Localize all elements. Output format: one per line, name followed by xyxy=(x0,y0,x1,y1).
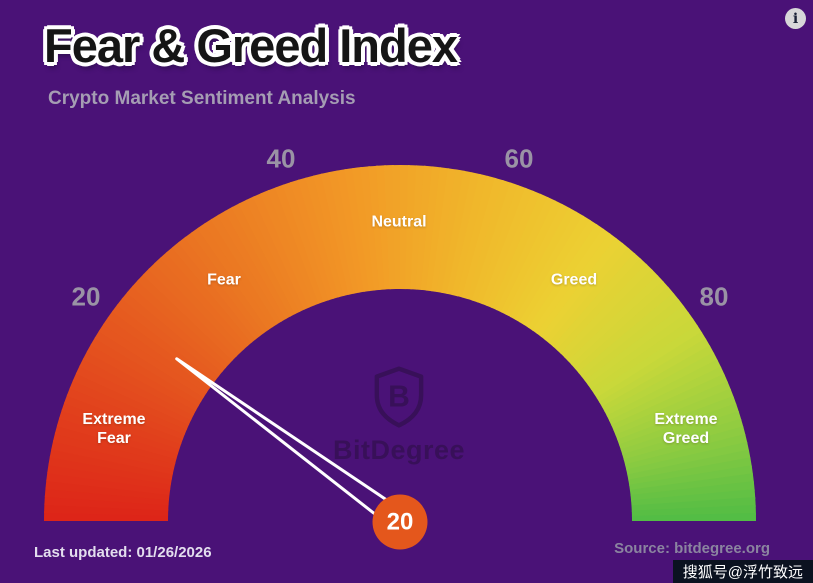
info-icon[interactable]: i xyxy=(785,8,806,29)
tick-label-20: 20 xyxy=(71,281,101,312)
segment-label-greed: Greed xyxy=(550,271,598,289)
page-title: Fear & Greed Index xyxy=(44,19,458,72)
tick-label-80: 80 xyxy=(699,281,729,312)
tick-label-40: 40 xyxy=(266,143,296,174)
sohu-watermark: 搜狐号@浮竹致远 xyxy=(672,560,813,583)
segment-label-extreme-fear: Extreme Fear xyxy=(82,410,146,447)
gauge-value-badge: 20 xyxy=(372,494,428,550)
bitdegree-shield-icon: B xyxy=(374,366,424,428)
bitdegree-logo: B BitDegree xyxy=(333,366,465,466)
last-updated-label: Last updated: 01/26/2026 xyxy=(34,544,212,561)
tick-label-60: 60 xyxy=(504,143,534,174)
segment-label-fear: Fear xyxy=(207,271,241,289)
bitdegree-logo-text: BitDegree xyxy=(332,435,466,465)
bitdegree-shield-letter: B xyxy=(388,381,410,414)
gauge-arc xyxy=(44,165,756,521)
page-subtitle: Crypto Market Sentiment Analysis xyxy=(48,88,356,109)
source-link[interactable]: Source: bitdegree.org xyxy=(614,540,770,557)
segment-label-extreme-greed: Extreme Greed xyxy=(654,410,718,447)
segment-label-neutral: Neutral xyxy=(371,213,427,231)
